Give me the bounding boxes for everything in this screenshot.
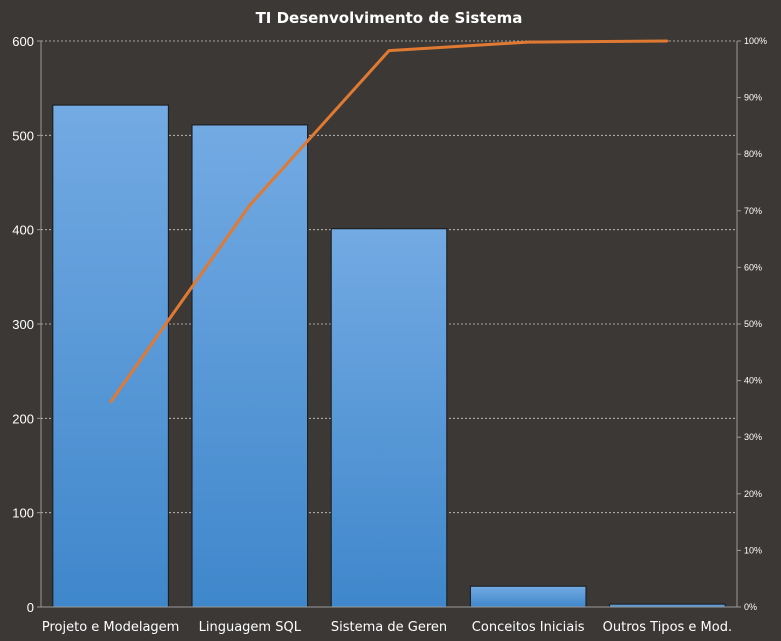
right-tick-label: 80%	[744, 149, 762, 159]
left-tick-label: 100	[12, 506, 34, 521]
right-tick-label: 20%	[744, 489, 762, 499]
line-point	[527, 40, 530, 44]
right-tick-label: 0%	[744, 602, 757, 612]
left-tick-label: 400	[12, 223, 34, 238]
line-point	[387, 49, 391, 52]
category-label: Sistema de Geren	[331, 620, 447, 635]
line-point	[666, 39, 669, 43]
right-tick-label: 100%	[744, 36, 767, 46]
left-tick-label: 0	[27, 600, 34, 615]
right-tick-label: 70%	[744, 206, 762, 216]
line-point	[109, 400, 112, 404]
left-tick-label: 300	[12, 317, 34, 332]
right-axis-ticks: 0% 10% 20% 30% 40% 50% 60% 70% 80% 90% 100%	[744, 36, 767, 612]
right-tick-label: 40%	[744, 376, 762, 386]
right-tick-label: 10%	[744, 545, 762, 555]
right-tick-label: 60%	[744, 262, 762, 272]
right-tick-label: 50%	[744, 319, 762, 329]
bar	[330, 228, 448, 608]
category-label: Conceitos Iniciais	[472, 620, 585, 635]
bar	[469, 585, 587, 608]
left-axis-ticks: 0 100 200 300 400 500 600	[12, 34, 34, 615]
category-label: Projeto e Modelagem	[42, 620, 179, 635]
bar-series	[52, 104, 726, 608]
left-tick-label: 600	[12, 34, 34, 49]
right-tick-label: 90%	[744, 93, 762, 103]
line-point	[248, 203, 251, 207]
chart-title: TI Desenvolvimento de Sistema	[256, 9, 523, 27]
axes	[37, 40, 741, 608]
left-tick-label: 500	[12, 128, 34, 143]
right-tick-label: 30%	[744, 432, 762, 442]
bar	[191, 124, 309, 608]
category-label: Outros Tipos e Mod.	[603, 620, 732, 635]
cumulative-line-series	[109, 39, 669, 404]
bar	[52, 104, 169, 608]
left-tick-label: 200	[12, 411, 34, 426]
category-labels: Projeto e Modelagem Linguagem SQL Sistema …	[42, 620, 732, 635]
category-label: Linguagem SQL	[199, 620, 302, 635]
